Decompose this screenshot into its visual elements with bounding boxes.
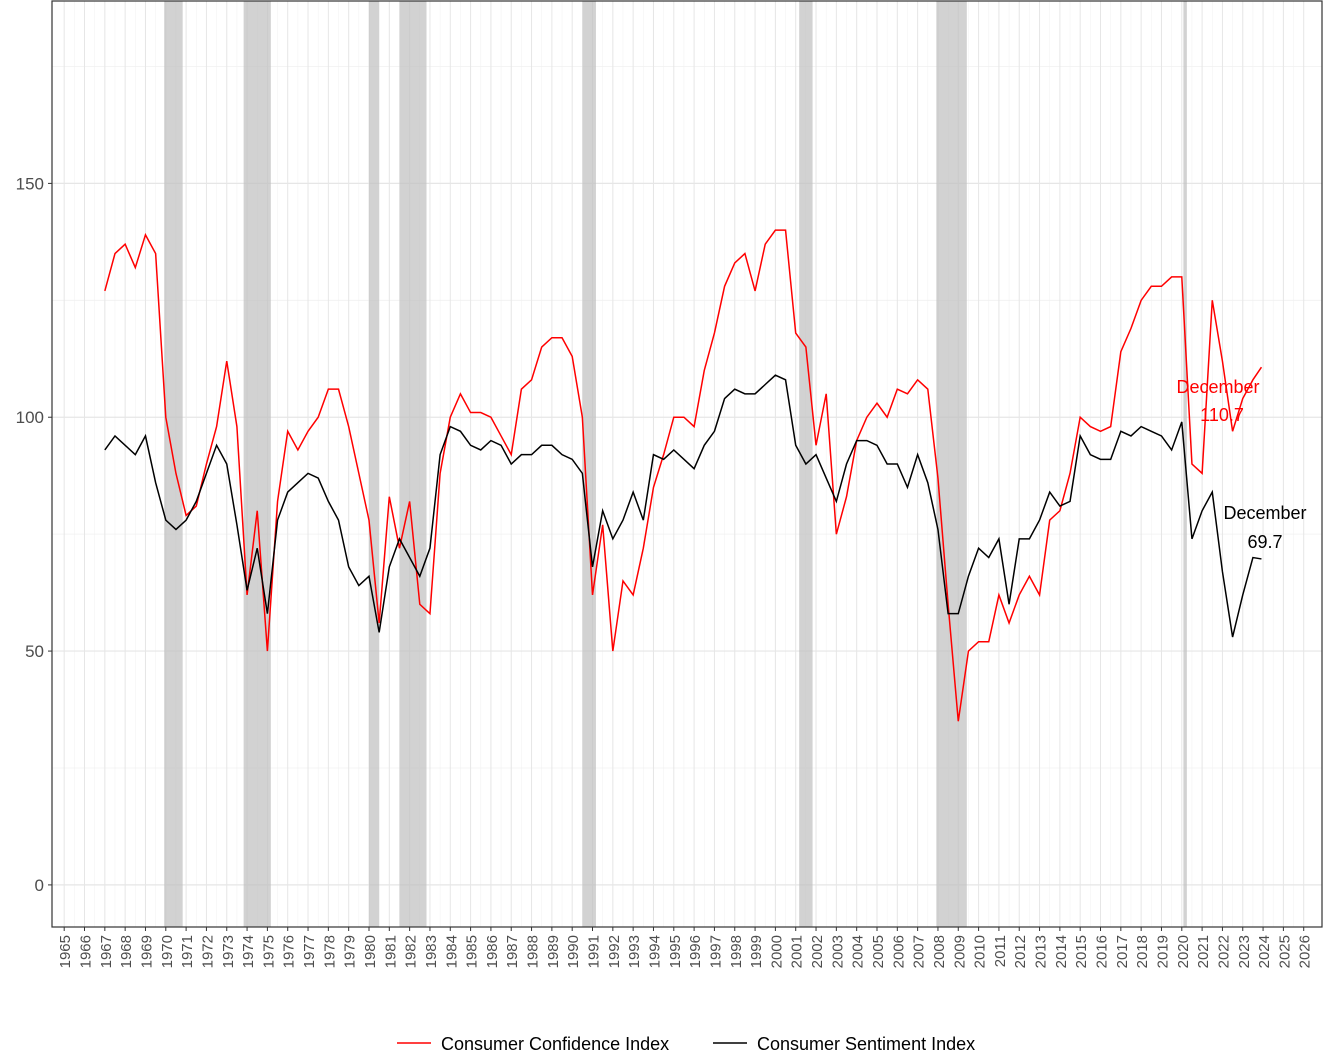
y-tick-label: 50 xyxy=(25,642,44,661)
annotation: December xyxy=(1176,377,1259,397)
series-line xyxy=(104,229,1263,722)
x-tick-label: 2011 xyxy=(992,935,1009,967)
x-tick-label: 1994 xyxy=(646,935,663,968)
x-tick-label: 1984 xyxy=(443,935,460,968)
y-tick-label: 100 xyxy=(16,408,44,427)
x-tick-label: 1988 xyxy=(525,935,542,968)
x-tick-label: 1999 xyxy=(748,935,765,968)
x-tick-label: 2015 xyxy=(1073,935,1090,968)
x-tick-label: 2001 xyxy=(789,935,806,968)
x-tick-label: 2007 xyxy=(911,935,928,968)
x-tick-label: 1981 xyxy=(382,935,399,968)
x-tick-label: 1971 xyxy=(179,935,196,968)
x-tick-label: 1992 xyxy=(606,935,623,968)
x-tick-label: 2016 xyxy=(1094,935,1111,968)
x-tick-label: 1989 xyxy=(545,935,562,968)
x-tick-label: 1966 xyxy=(78,935,95,968)
recession-band xyxy=(582,1,596,927)
x-tick-label: 1982 xyxy=(403,935,420,968)
x-tick-label: 2021 xyxy=(1195,935,1212,968)
x-tick-label: 1986 xyxy=(484,935,501,968)
y-tick-label: 150 xyxy=(16,174,44,193)
x-tick-label: 1975 xyxy=(260,935,277,968)
x-tick-label: 1995 xyxy=(667,935,684,968)
x-tick-label: 1998 xyxy=(728,935,745,968)
x-tick-label: 1977 xyxy=(301,935,318,968)
x-tick-label: 2022 xyxy=(1215,935,1232,968)
x-tick-label: 1976 xyxy=(281,935,298,968)
x-tick-label: 1967 xyxy=(98,935,115,968)
x-tick-label: 2000 xyxy=(768,935,785,968)
x-tick-label: 1968 xyxy=(118,935,135,968)
x-tick-label: 1974 xyxy=(240,935,257,968)
x-tick-label: 1993 xyxy=(626,935,643,968)
x-tick-label: 1980 xyxy=(362,935,379,968)
x-tick-label: 2012 xyxy=(1012,935,1029,968)
x-tick-label: 2014 xyxy=(1053,935,1070,968)
annotation: 110.7 xyxy=(1200,405,1244,425)
x-tick-label: 2025 xyxy=(1276,935,1293,968)
x-tick-label: 1991 xyxy=(586,935,603,968)
x-tick-label: 2018 xyxy=(1134,935,1151,968)
x-tick-label: 2002 xyxy=(809,935,826,968)
x-tick-label: 2020 xyxy=(1175,935,1192,968)
x-tick-label: 1979 xyxy=(342,935,359,968)
x-tick-label: 2005 xyxy=(870,935,887,968)
x-tick-label: 2023 xyxy=(1236,935,1253,968)
recession-band xyxy=(936,1,967,927)
x-tick-label: 1969 xyxy=(138,935,155,968)
x-tick-label: 2006 xyxy=(890,935,907,968)
x-tick-label: 1972 xyxy=(199,935,216,968)
x-tick-label: 2008 xyxy=(931,935,948,968)
annotation: 69.7 xyxy=(1247,532,1282,552)
legend-label: Consumer Sentiment Index xyxy=(757,1034,975,1053)
recession-band xyxy=(164,1,183,927)
panel-border xyxy=(51,0,1323,928)
recession-band xyxy=(368,1,380,927)
x-tick-label: 2013 xyxy=(1033,935,1050,968)
x-tick-label: 1987 xyxy=(504,935,521,968)
x-tick-label: 2026 xyxy=(1297,935,1314,968)
x-tick-label: 1973 xyxy=(220,935,237,968)
recession-band xyxy=(399,1,427,927)
x-tick-label: 2010 xyxy=(972,935,989,968)
x-tick-label: 2017 xyxy=(1114,935,1131,968)
legend-label: Consumer Confidence Index xyxy=(441,1034,669,1053)
x-tick-label: 2003 xyxy=(829,935,846,968)
x-tick-label: 2019 xyxy=(1154,935,1171,968)
x-tick-label: 1996 xyxy=(687,935,704,968)
x-tick-label: 1970 xyxy=(159,935,176,968)
x-tick-label: 1990 xyxy=(565,935,582,968)
x-tick-label: 2004 xyxy=(850,935,867,968)
x-tick-label: 2024 xyxy=(1256,935,1273,968)
series-line xyxy=(104,374,1262,638)
x-tick-label: 1985 xyxy=(464,935,481,968)
recession-band xyxy=(243,1,271,927)
x-tick-label: 1965 xyxy=(57,935,74,968)
x-tick-label: 1983 xyxy=(423,935,440,968)
y-tick-label: 0 xyxy=(35,876,44,895)
x-tick-label: 2009 xyxy=(951,935,968,968)
annotation: December xyxy=(1223,503,1306,523)
x-tick-label: 1997 xyxy=(707,935,724,968)
x-tick-label: 1978 xyxy=(321,935,338,968)
